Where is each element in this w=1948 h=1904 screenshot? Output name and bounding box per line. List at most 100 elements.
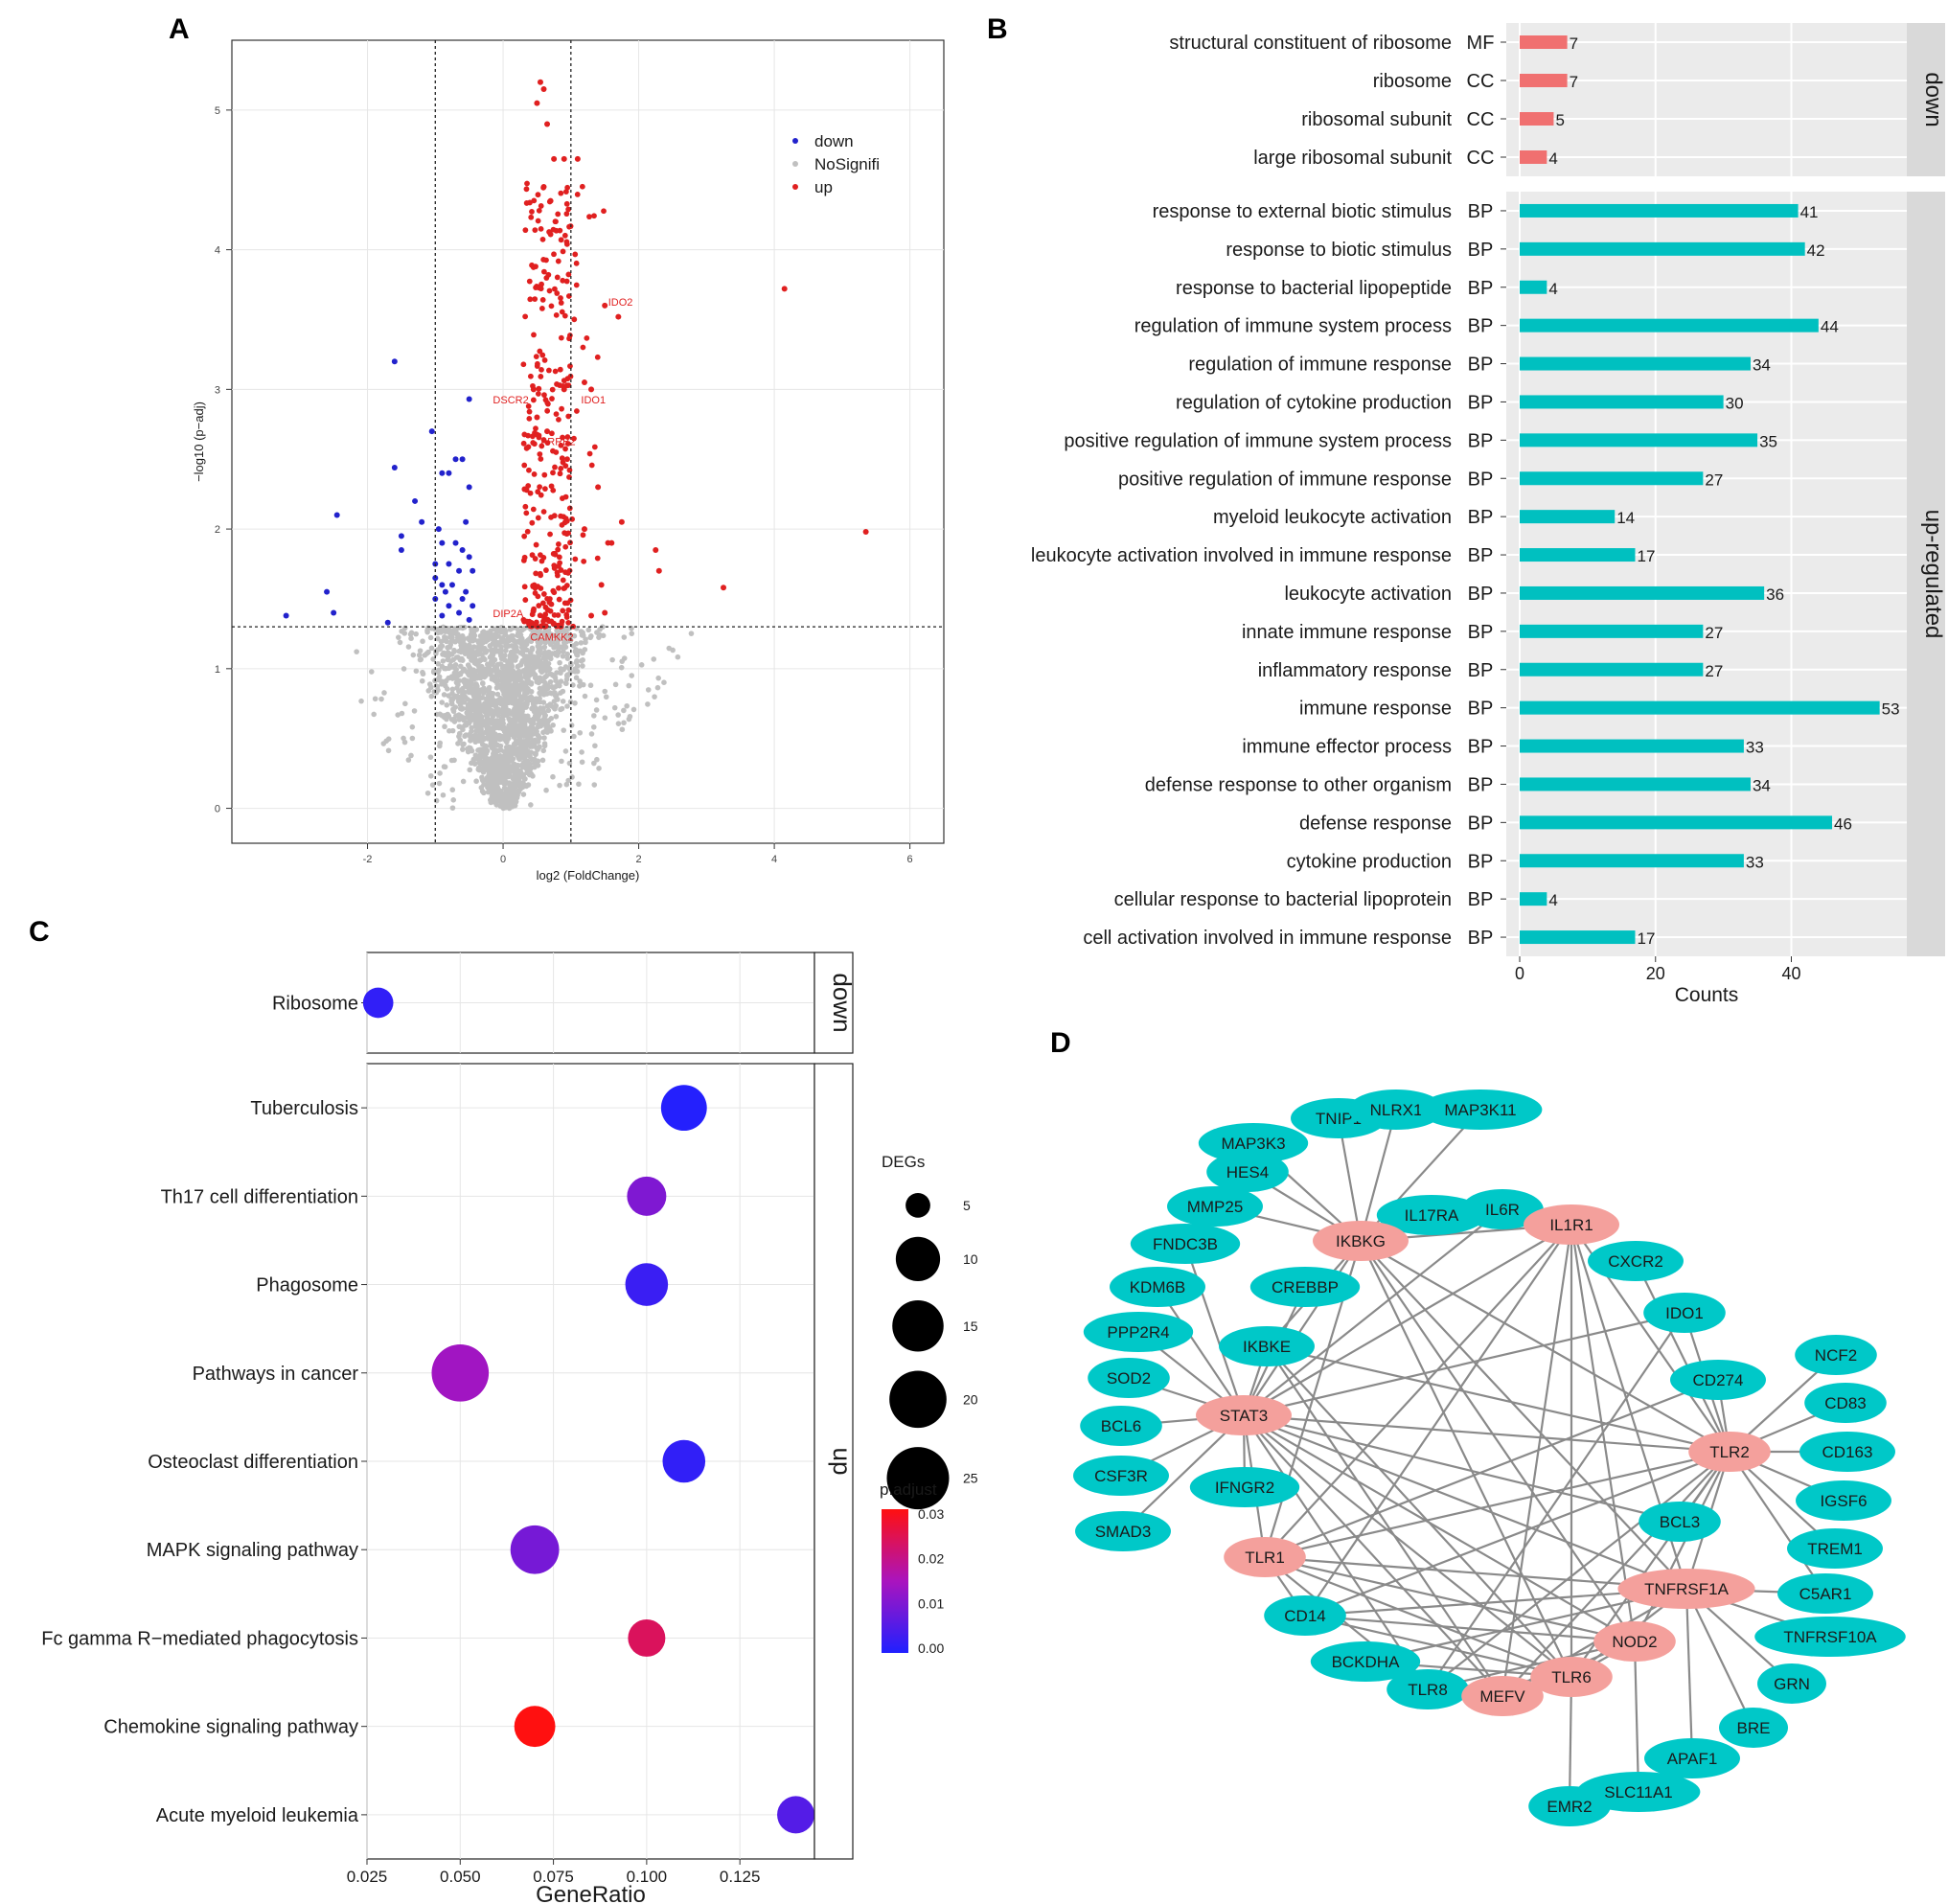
nosig-point bbox=[422, 652, 428, 658]
nosig-point bbox=[498, 685, 505, 692]
nosig-point bbox=[429, 782, 436, 788]
down-point bbox=[446, 470, 452, 476]
up-point bbox=[569, 516, 576, 522]
up-point bbox=[571, 316, 578, 323]
nosig-point bbox=[489, 659, 495, 666]
down-point bbox=[398, 546, 404, 553]
facet-strip-label: down bbox=[828, 973, 857, 1032]
nosig-point bbox=[524, 726, 531, 732]
up-point bbox=[531, 471, 538, 477]
nosig-point bbox=[427, 772, 434, 779]
down-point bbox=[384, 619, 391, 626]
up-point bbox=[595, 484, 602, 491]
up-point bbox=[602, 302, 608, 309]
up-point bbox=[543, 257, 549, 264]
network-node-label: IGSF6 bbox=[1820, 1492, 1867, 1510]
up-point bbox=[538, 225, 544, 232]
nosig-point bbox=[535, 643, 541, 650]
nosig-point bbox=[522, 674, 529, 680]
nosig-point bbox=[428, 684, 434, 691]
down-point bbox=[331, 609, 337, 616]
nosig-point bbox=[561, 648, 566, 654]
up-point bbox=[540, 437, 547, 443]
nosig-point bbox=[564, 672, 571, 678]
nosig-point bbox=[475, 638, 481, 645]
go-term-label: regulation of immune response bbox=[1188, 355, 1452, 376]
network-edge bbox=[1360, 1240, 1687, 1590]
nosig-point bbox=[654, 684, 661, 691]
down-point bbox=[456, 567, 463, 574]
nosig-point bbox=[535, 746, 540, 752]
up-point bbox=[551, 251, 557, 258]
up-point bbox=[531, 197, 538, 204]
nosig-point bbox=[591, 782, 598, 788]
nosig-points bbox=[354, 624, 695, 812]
ontology-label: BP bbox=[1468, 660, 1494, 681]
up-point bbox=[534, 414, 540, 421]
bar-value-label: 27 bbox=[1705, 470, 1723, 489]
x-tick-label: 4 bbox=[771, 854, 777, 865]
up-point bbox=[536, 207, 542, 214]
down-point bbox=[452, 539, 459, 546]
up-point bbox=[566, 505, 573, 512]
nosig-point bbox=[480, 777, 486, 784]
up-point bbox=[525, 403, 532, 409]
nosig-point bbox=[510, 697, 516, 703]
up-point bbox=[529, 519, 536, 526]
network-edge bbox=[1266, 1344, 1730, 1454]
nosig-point bbox=[433, 677, 439, 683]
nosig-point bbox=[409, 735, 416, 742]
gene-annotation: IDO2 bbox=[608, 297, 633, 309]
up-point bbox=[537, 79, 543, 85]
down-point bbox=[446, 561, 452, 567]
nosig-point bbox=[593, 707, 600, 713]
up-point bbox=[532, 227, 539, 234]
size-legend-label: 25 bbox=[963, 1471, 978, 1486]
up-point bbox=[530, 386, 537, 393]
enrichment-dot bbox=[660, 1085, 707, 1132]
up-point bbox=[533, 570, 539, 577]
nosig-point bbox=[590, 723, 597, 730]
network-edge bbox=[1359, 1109, 1398, 1242]
up-point bbox=[552, 464, 558, 470]
nosig-point bbox=[488, 628, 493, 634]
network-node bbox=[1264, 1595, 1346, 1636]
up-point bbox=[721, 585, 727, 591]
nosig-point bbox=[541, 743, 548, 749]
nosig-point bbox=[481, 667, 487, 673]
network-edge bbox=[1264, 1555, 1636, 1643]
nosig-point bbox=[485, 760, 491, 766]
nosig-point bbox=[411, 708, 418, 714]
nosig-point bbox=[472, 752, 479, 758]
up-point bbox=[563, 211, 570, 218]
up-point bbox=[526, 278, 533, 285]
nosig-point bbox=[621, 707, 627, 714]
y-tick-label: 1 bbox=[215, 664, 220, 676]
ontology-label: BP bbox=[1468, 469, 1494, 490]
nosig-point bbox=[427, 754, 434, 760]
nosig-point bbox=[458, 640, 465, 646]
nosig-point bbox=[528, 681, 535, 687]
up-point bbox=[552, 286, 558, 292]
ontology-label: BP bbox=[1468, 201, 1494, 222]
nosig-point bbox=[541, 735, 547, 741]
bar-value-label: 30 bbox=[1726, 394, 1744, 412]
up-point bbox=[552, 218, 559, 225]
nosig-point bbox=[570, 643, 577, 649]
nosig-point bbox=[449, 727, 456, 734]
y-tick-label: 0 bbox=[215, 804, 220, 815]
up-point bbox=[565, 271, 572, 278]
nosig-point bbox=[619, 658, 626, 664]
legend-label: down bbox=[814, 132, 854, 150]
nosig-point bbox=[553, 677, 559, 684]
nosig-point bbox=[526, 767, 533, 772]
bar-value-label: 41 bbox=[1800, 203, 1819, 221]
nosig-point bbox=[358, 698, 364, 704]
nosig-point bbox=[507, 653, 514, 658]
nosig-point bbox=[413, 631, 419, 637]
nosig-point bbox=[558, 678, 564, 684]
bar bbox=[1520, 930, 1636, 945]
nosig-point bbox=[520, 780, 526, 786]
gene-annotation: ARRB2 bbox=[540, 437, 576, 448]
up-point bbox=[542, 397, 549, 403]
